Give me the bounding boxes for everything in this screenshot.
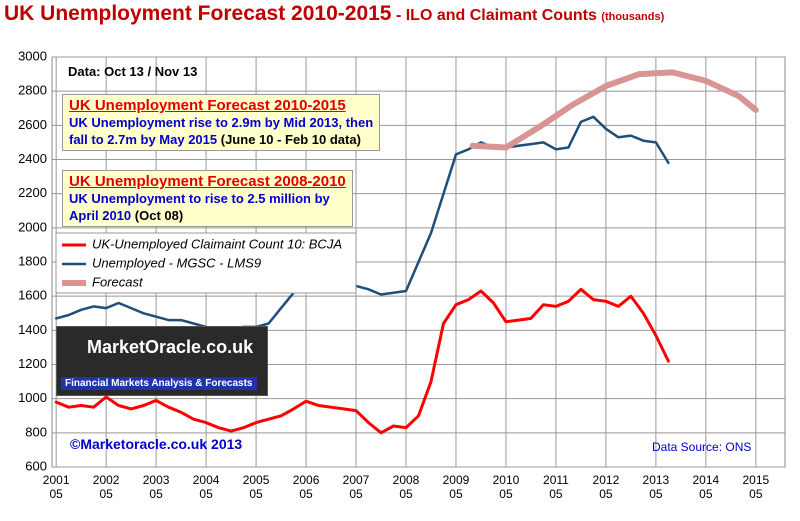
x-tick-label: 2006 05: [292, 473, 320, 501]
x-tick-label: 2001 05: [42, 473, 70, 501]
x-tick-label: 2005 05: [242, 473, 270, 501]
annotation-heading: UK Unemployment Forecast 2008-2010: [69, 173, 346, 190]
series-line: [54, 115, 670, 332]
y-tick-label: 1200: [18, 356, 47, 371]
x-tick-label: 2003 05: [142, 473, 170, 501]
series-line: [54, 287, 670, 435]
annotation-line: fall to 2.7m by May 2015: [69, 132, 218, 147]
y-tick-label: 3000: [18, 48, 47, 63]
chart-subtitle: - ILO and Claimant Counts: [395, 7, 597, 24]
annotation-note: (Oct 08): [134, 208, 184, 223]
x-tick-label: 2009 05: [442, 473, 470, 501]
y-tick-label: 2200: [18, 185, 47, 200]
legend-label: Forecast: [92, 274, 144, 289]
source: Data Source: ONS: [652, 440, 752, 454]
x-tick-label: 2010 05: [492, 473, 520, 501]
data-note: Data: Oct 13 / Nov 13: [68, 64, 198, 79]
x-tick-label: 2004 05: [192, 473, 220, 501]
legend-label: Unemployed - MGSC - LMS9: [92, 255, 261, 270]
annotation-line: UK Unemployment rise to 2.9m by Mid 2013…: [69, 115, 374, 130]
annotation-heading: UK Unemployment Forecast 2010-2015: [69, 97, 346, 114]
y-tick-label: 1600: [18, 288, 47, 303]
title-block: UK Unemployment Forecast 2010-2015 - ILO…: [4, 2, 664, 26]
annotation-line: UK Unemployment to rise to 2.5 million b…: [69, 191, 330, 206]
x-tick-label: 2002 05: [92, 473, 120, 501]
x-tick-label: 2008 05: [392, 473, 420, 501]
legend-label: UK-Unemployed Claimaint Count 10: BCJA: [92, 236, 342, 251]
logo: MarketOracle.co.uk Financial Markets Ana…: [56, 326, 268, 396]
x-tick-label: 2015 05: [742, 473, 770, 501]
x-tick-label: 2011 05: [543, 473, 569, 501]
x-tick-label: 2007 05: [342, 473, 370, 501]
annotation-box: UK Unemployment Forecast 2008-2010 UK Un…: [62, 170, 353, 227]
x-tick-label: 2013 05: [642, 473, 670, 501]
annotation-note: (June 10 - Feb 10 data): [220, 132, 361, 147]
y-tick-label: 1800: [18, 253, 47, 268]
y-tick-label: 2600: [18, 117, 47, 132]
y-tick-label: 2400: [18, 151, 47, 166]
y-tick-label: 1400: [18, 322, 47, 337]
unit-label: (thousands): [601, 11, 665, 23]
y-tick-label: 2800: [18, 83, 47, 98]
x-tick-label: 2012 05: [592, 473, 620, 501]
y-tick-label: 2000: [18, 219, 47, 234]
y-tick-label: 600: [25, 458, 47, 473]
annotation-box: UK Unemployment Forecast 2010-2015 UK Un…: [62, 94, 381, 151]
series-line: [469, 69, 759, 151]
logo-text: MarketOracle.co.uk: [87, 337, 254, 357]
chart-title: UK Unemployment Forecast 2010-2015: [4, 2, 392, 25]
copyright: ©Marketoracle.co.uk 2013: [70, 436, 243, 452]
legend-box: [55, 232, 357, 294]
logo-tagline: Financial Markets Analysis & Forecasts: [61, 377, 257, 390]
annotation-line: April 2010: [69, 208, 132, 223]
y-tick-label: 800: [25, 424, 47, 439]
y-tick-label: 1000: [18, 390, 47, 405]
x-tick-label: 2014 05: [692, 473, 720, 501]
